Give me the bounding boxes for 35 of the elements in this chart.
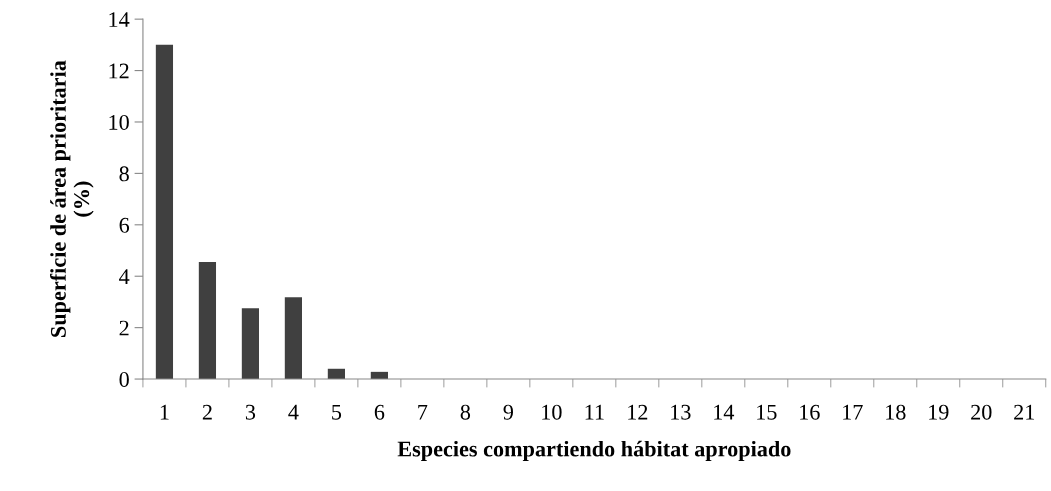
- x-tick-label: 2: [202, 404, 212, 420]
- x-tick-label: 20: [971, 404, 992, 420]
- bar: [155, 44, 174, 380]
- y-tick-label: 2: [119, 320, 129, 336]
- x-tick-label: 14: [714, 404, 735, 420]
- y-tick-label: 14: [109, 12, 130, 27]
- x-tick-label: 16: [800, 404, 820, 420]
- x-tick-label: 17: [843, 404, 863, 420]
- x-tick-label: 15: [757, 404, 777, 420]
- x-tick-label: 6: [374, 404, 385, 420]
- x-tick-label: 5: [332, 404, 342, 420]
- x-tick-label: 21: [1014, 404, 1035, 420]
- x-axis-title: Especies compartiendo hábitat apropiado: [397, 440, 791, 462]
- x-tick-label: 8: [460, 404, 471, 420]
- x-tick-label: 10: [542, 404, 562, 420]
- x-tick-label: 7: [418, 404, 428, 420]
- bar: [284, 297, 302, 380]
- bar: [198, 262, 217, 380]
- y-tick-label: 8: [119, 166, 129, 182]
- x-tick-label: 12: [628, 404, 648, 420]
- bar: [241, 308, 260, 380]
- x-tick-label: 3: [245, 404, 256, 420]
- y-axis-title: Superficie de área prioritaria (%): [50, 60, 94, 337]
- y-tick-label: 4: [119, 269, 130, 284]
- y-tick-label: 0: [119, 371, 129, 387]
- x-tick-label: 9: [503, 404, 513, 420]
- y-tick-label: 10: [109, 114, 129, 130]
- x-tick-label: 4: [288, 404, 299, 420]
- y-tick-label: 12: [109, 63, 129, 79]
- x-tick-label: 11: [585, 404, 604, 420]
- x-tick-label: 18: [886, 404, 906, 420]
- x-tick-label: 1: [160, 404, 169, 420]
- y-tick-label: 6: [119, 217, 130, 233]
- x-tick-label: 13: [671, 404, 691, 420]
- x-tick-label: 19: [929, 404, 949, 420]
